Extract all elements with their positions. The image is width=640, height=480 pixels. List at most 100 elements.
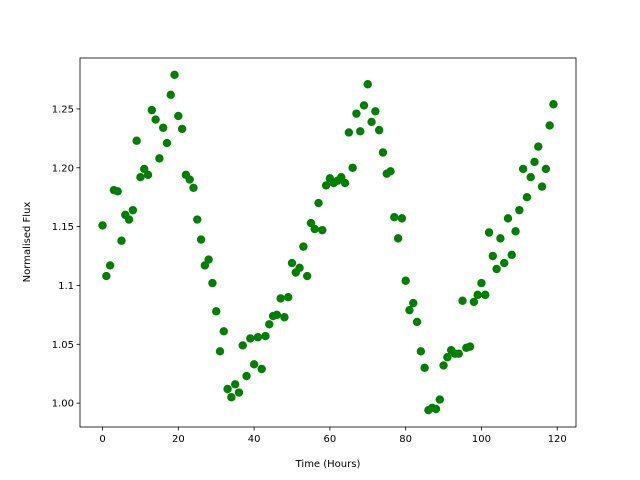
y-tick-label: 1.00 (52, 399, 74, 410)
y-tick-label: 1.25 (52, 104, 74, 115)
point (128, 205, 138, 215)
point (299, 242, 308, 251)
point (158, 123, 168, 132)
point (492, 264, 501, 274)
point (132, 136, 141, 145)
point (507, 250, 516, 260)
point (409, 298, 418, 308)
x-tick-label: 120 (548, 434, 567, 445)
point (314, 198, 323, 208)
x-tick-label: 60 (324, 434, 337, 445)
point (295, 263, 304, 272)
point (401, 276, 410, 285)
point (522, 192, 532, 202)
point (113, 187, 122, 196)
point (310, 224, 319, 234)
y-tick-label: 1.1 (58, 281, 74, 292)
point (367, 117, 376, 127)
point (246, 334, 255, 343)
point (484, 228, 494, 237)
point (352, 109, 361, 118)
point (117, 236, 126, 245)
point (397, 214, 407, 223)
point (386, 167, 395, 176)
point (318, 225, 327, 235)
point (147, 105, 157, 115)
point (469, 297, 479, 307)
point (272, 310, 282, 320)
point (488, 251, 498, 261)
point (499, 258, 509, 268)
x-tick-label: 80 (399, 434, 412, 445)
point (215, 347, 225, 356)
point (280, 313, 289, 322)
point (393, 234, 403, 243)
point (458, 296, 467, 305)
point (238, 341, 247, 350)
point (219, 327, 228, 336)
point (378, 148, 388, 157)
point (454, 349, 463, 358)
point (359, 101, 369, 110)
point (284, 293, 293, 302)
point (420, 363, 429, 373)
point (363, 80, 372, 89)
x-tick-label: 40 (248, 434, 261, 445)
point (371, 107, 380, 116)
point (348, 163, 357, 172)
y-tick-label: 1.05 (52, 340, 74, 351)
point (526, 172, 535, 182)
x-tick-label: 20 (172, 434, 185, 445)
point (253, 333, 263, 342)
point (102, 271, 111, 281)
y-tick-label: 1.15 (52, 222, 74, 233)
point (549, 100, 558, 109)
point (374, 125, 384, 135)
x-axis-label: Time (Hours) (295, 459, 361, 470)
plot-frame (79, 57, 577, 428)
point (166, 90, 175, 100)
point (208, 278, 217, 288)
point (481, 290, 490, 300)
point (545, 121, 554, 130)
point (405, 305, 414, 315)
point (541, 164, 551, 174)
point (234, 388, 244, 397)
point (412, 317, 422, 327)
point (227, 393, 236, 402)
point (276, 294, 285, 303)
point (435, 395, 444, 404)
point (193, 215, 202, 224)
point (223, 384, 232, 394)
point (204, 255, 213, 264)
point (174, 111, 183, 121)
point (515, 205, 524, 215)
point (151, 115, 160, 124)
point (530, 157, 539, 167)
point (443, 353, 452, 362)
point (230, 380, 240, 389)
y-tick-label: 1.20 (52, 163, 74, 174)
point (356, 127, 365, 136)
point (439, 361, 448, 370)
point (162, 138, 172, 148)
point (302, 271, 312, 281)
point (518, 164, 528, 174)
point (465, 342, 475, 351)
point (98, 221, 107, 230)
point (537, 182, 547, 191)
point (496, 234, 505, 243)
point (242, 371, 251, 381)
point (321, 181, 331, 190)
point (124, 215, 134, 224)
point (477, 278, 486, 288)
point (340, 178, 350, 188)
point (534, 142, 543, 151)
point (416, 347, 426, 356)
point (261, 331, 270, 341)
point (257, 364, 266, 374)
point (212, 307, 221, 316)
x-tick-label: 100 (472, 434, 491, 445)
